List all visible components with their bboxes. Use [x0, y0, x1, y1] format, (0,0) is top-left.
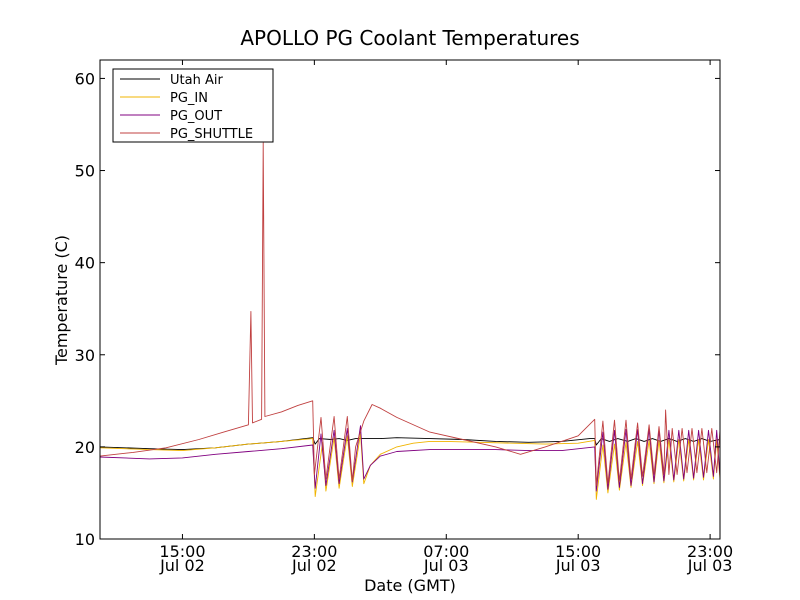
- legend-label: Utah Air: [170, 73, 223, 88]
- x-tick-label-date: Jul 03: [687, 556, 733, 575]
- y-tick-label: 50: [75, 162, 95, 181]
- y-tick-label: 60: [75, 69, 95, 88]
- chart-title: APOLLO PG Coolant Temperatures: [240, 26, 579, 50]
- legend[interactable]: Utah Air PG_IN PG_OUT PG_SHUTTLE: [112, 68, 274, 143]
- series-layer: [100, 142, 720, 500]
- x-tick-label-date: Jul 02: [159, 556, 205, 575]
- legend-item-utah-air[interactable]: Utah Air: [120, 73, 223, 88]
- x-tick-label-time: 23:00: [687, 542, 733, 561]
- legend-item-pg-out[interactable]: PG_OUT: [120, 109, 222, 124]
- legend-label: PG_IN: [170, 91, 208, 106]
- y-tick-label: 10: [75, 530, 95, 549]
- x-tick-label-time: 23:00: [291, 542, 337, 561]
- legend-item-pg-shuttle[interactable]: PG_SHUTTLE: [120, 127, 253, 142]
- legend-item-pg-in[interactable]: PG_IN: [120, 91, 208, 106]
- series-line-pg-shuttle: [100, 142, 720, 487]
- y-tick-label: 30: [75, 346, 95, 365]
- x-tick-label-time: 15:00: [555, 542, 601, 561]
- legend-label: PG_SHUTTLE: [170, 127, 253, 142]
- legend-label: PG_OUT: [170, 109, 222, 124]
- x-tick-label-date: Jul 03: [423, 556, 469, 575]
- x-axis-title: Date (GMT): [364, 576, 456, 595]
- y-tick-label: 40: [75, 254, 95, 273]
- y-axis: 10 20 30 40 50 60: [75, 69, 720, 549]
- x-tick-label-time: 15:00: [159, 542, 205, 561]
- legend-box: [112, 68, 274, 143]
- x-tick-label-date: Jul 03: [555, 556, 601, 575]
- x-tick-label-time: 07:00: [423, 542, 469, 561]
- plot-frame: [99, 59, 721, 540]
- y-axis-title: Temperature (C): [52, 235, 71, 366]
- x-tick-label-date: Jul 02: [291, 556, 337, 575]
- y-tick-label: 20: [75, 438, 95, 457]
